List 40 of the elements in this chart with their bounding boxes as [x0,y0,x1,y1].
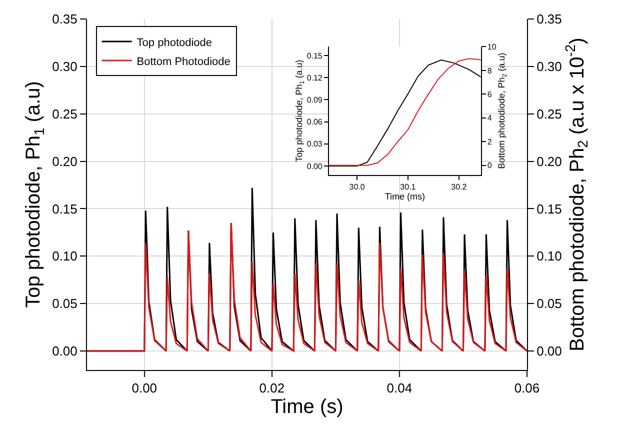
y2-tick-label: 0 [487,161,492,170]
x-tick-label: 0.04 [386,380,412,396]
x-tick-label: 0.06 [514,380,540,396]
x-axis-title: Time (s) [270,396,344,418]
y-tick-label: 0.12 [306,73,323,82]
y-tick-label: 0.15 [306,51,323,60]
y-tick-label: 0.35 [52,12,78,27]
y2-tick-label: 2 [487,137,492,146]
legend-label: Bottom Photodiode [136,56,230,68]
y-tick-label: 0.10 [52,248,78,264]
legend-label: Top photodiode [136,36,212,49]
x-tick-label: 30.2 [451,182,468,192]
y2-tick-label: 4 [487,114,492,123]
y-tick-label: 0.20 [52,154,78,169]
y-tick-label: 0.25 [52,106,78,122]
y-tick-label: 0.30 [52,58,78,74]
y-tick-label: 0.05 [52,296,78,312]
y2-tick-label: 6 [487,90,492,99]
y2-tick-label: 0.35 [536,12,562,27]
x-tick-label: 0.02 [259,380,285,396]
y2-tick-label: 0.10 [536,248,562,264]
y2-tick-label: 8 [487,66,492,76]
y-tick-label: 0.09 [306,96,323,105]
y2-tick-label: 0.05 [536,296,562,312]
x-tick-label: 0.00 [132,380,158,396]
x-axis-title: Time (ms) [384,191,425,202]
y-tick-label: 0.03 [306,140,323,149]
x-tick-label: 30.1 [400,182,416,192]
y2-tick-label: 0.30 [536,58,562,74]
y2-tick-label: 10 [487,42,497,52]
y2-tick-label: 0.00 [536,344,562,359]
y2-tick-label: 0.20 [536,154,562,169]
y2-tick-label: 0.25 [536,106,562,122]
y2-tick-label: 0.15 [536,201,562,216]
x-tick-label: 30.0 [349,182,366,192]
y-tick-label: 0.00 [306,162,323,171]
y-tick-label: 0.00 [52,344,78,359]
y-tick-label: 0.15 [52,201,78,216]
y-tick-label: 0.06 [306,118,323,127]
line-series [87,222,527,352]
